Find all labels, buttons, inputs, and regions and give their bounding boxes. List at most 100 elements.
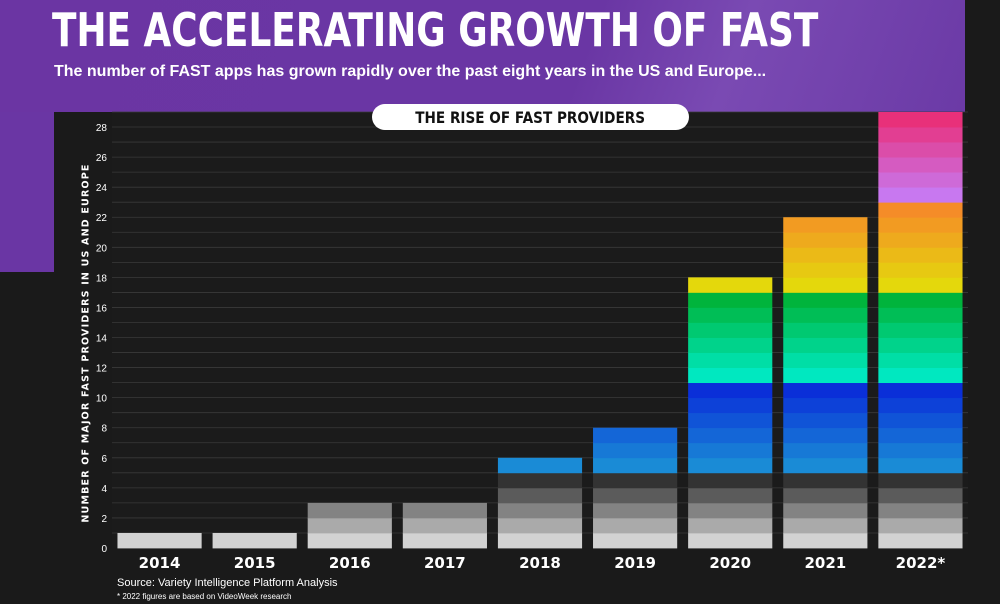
- bar-segment: [593, 427, 678, 444]
- bar-segment: [593, 442, 678, 459]
- bar-segment: [783, 532, 868, 549]
- bar-segment: [878, 157, 963, 173]
- bar-segment: [783, 517, 868, 534]
- bar-segment: [402, 532, 487, 549]
- bar-segment: [593, 517, 678, 534]
- bar-segment: [593, 532, 678, 549]
- y-tick-label: 12: [96, 364, 108, 375]
- bar-segment: [783, 307, 868, 323]
- y-tick-label: 22: [96, 213, 108, 224]
- bar-segment: [878, 187, 963, 203]
- bar-segment: [878, 412, 963, 429]
- bar-segment: [688, 412, 773, 429]
- source-note: Source: Variety Intelligence Platform An…: [117, 577, 338, 589]
- bar-segment: [593, 457, 678, 474]
- y-tick-label: 28: [96, 123, 108, 134]
- bar-segment: [878, 127, 963, 143]
- bar-segment: [593, 472, 678, 489]
- y-tick-label: 4: [101, 484, 107, 495]
- bar-segment: [688, 487, 773, 504]
- x-tick-label: 2021: [804, 554, 846, 572]
- bar-segment: [593, 487, 678, 504]
- bar-segment: [878, 382, 963, 399]
- bar-segment: [783, 502, 868, 519]
- y-axis-label-text: NUMBER OF MAJOR FAST PROVIDERS IN US AND…: [80, 163, 92, 523]
- bar-segment: [878, 472, 963, 489]
- bar-segment: [783, 337, 868, 353]
- bar-segment: [688, 502, 773, 519]
- bar-segment: [878, 217, 963, 233]
- bar-segment: [497, 517, 583, 534]
- bar-segment: [688, 472, 773, 489]
- y-tick-label: 20: [96, 243, 108, 254]
- bar-segment: [783, 292, 868, 308]
- bar-segment: [783, 367, 868, 384]
- header-banner: [0, 0, 965, 112]
- bar-segment: [878, 457, 963, 474]
- bar-segment: [688, 442, 773, 459]
- y-tick-label: 16: [96, 303, 108, 314]
- bar-segment: [878, 337, 963, 353]
- page-subtitle: The number of FAST apps has grown rapidl…: [54, 63, 767, 80]
- bar-segment: [783, 352, 868, 368]
- bar-segment: [307, 517, 392, 534]
- bar-segment: [878, 352, 963, 368]
- bar-segment: [783, 427, 868, 444]
- bar-segment: [878, 367, 963, 384]
- bar-segment: [878, 322, 963, 338]
- bar-segment: [783, 487, 868, 504]
- x-tick-label: 2014: [139, 554, 181, 572]
- bar-segment: [688, 277, 773, 293]
- x-tick-label: 2016: [329, 554, 371, 572]
- bar-segment: [878, 502, 963, 519]
- bar-segment: [212, 532, 297, 549]
- page-title: THE ACCELERATING GROWTH OF FAST: [52, 3, 819, 57]
- bar-segment: [402, 502, 487, 519]
- bar-segment: [878, 487, 963, 504]
- y-tick-label: 8: [101, 424, 107, 435]
- bar-segment: [688, 292, 773, 308]
- header-banner-tail: [0, 112, 54, 272]
- footnote: * 2022 figures are based on VideoWeek re…: [117, 592, 292, 601]
- bar-segment: [497, 457, 583, 474]
- bar-segment: [878, 277, 963, 293]
- bar-segment: [783, 232, 868, 248]
- bar-segment: [783, 277, 868, 293]
- x-tick-label: 2020: [709, 554, 751, 572]
- bar-segment: [783, 217, 868, 233]
- bar-segment: [878, 532, 963, 549]
- bar-segment: [878, 112, 963, 128]
- bar-segment: [783, 472, 868, 489]
- chart-title: THE RISE OF FAST PROVIDERS: [372, 104, 689, 130]
- bar-segment: [688, 532, 773, 549]
- bar-segment: [688, 397, 773, 414]
- bar-segment: [878, 292, 963, 308]
- bar-segment: [688, 517, 773, 534]
- bar-segment: [783, 382, 868, 399]
- bar-segment: [688, 307, 773, 323]
- y-tick-label: 6: [101, 454, 107, 465]
- bar-segment: [497, 502, 583, 519]
- bar-segment: [402, 517, 487, 534]
- bar-segment: [117, 532, 202, 549]
- bar-segment: [783, 247, 868, 263]
- bar-segment: [688, 322, 773, 338]
- x-tick-label: 2015: [234, 554, 276, 572]
- bar-segment: [497, 532, 583, 549]
- bar-segment: [878, 517, 963, 534]
- x-tick-label: 2018: [519, 554, 561, 572]
- y-tick-label: 26: [96, 153, 108, 164]
- bar-segment: [878, 307, 963, 323]
- bar-segment: [878, 232, 963, 248]
- bar-segment: [497, 472, 583, 489]
- y-tick-label: 24: [96, 183, 108, 194]
- chart-title-text: THE RISE OF FAST PROVIDERS: [415, 107, 646, 127]
- bar-segment: [497, 487, 583, 504]
- bar-segment: [688, 427, 773, 444]
- x-tick-label: 2019: [614, 554, 656, 572]
- bar-segment: [688, 337, 773, 353]
- bar-segment: [878, 172, 963, 188]
- y-tick-label: 2: [101, 514, 107, 525]
- y-tick-label: 18: [96, 273, 108, 284]
- y-tick-label: 10: [96, 394, 108, 405]
